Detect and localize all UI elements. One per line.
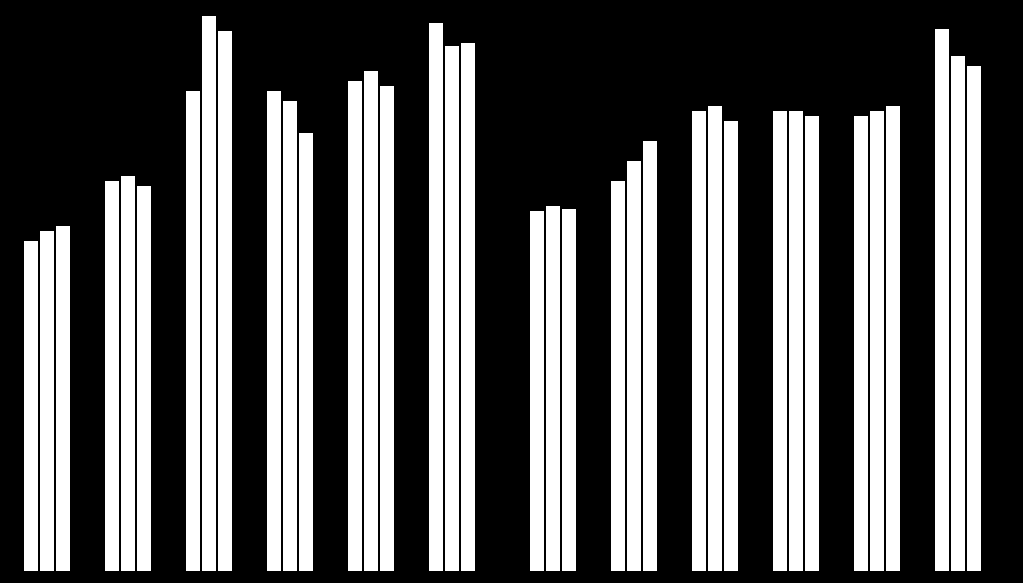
bar bbox=[105, 181, 119, 571]
bar-chart bbox=[0, 0, 1023, 583]
bar bbox=[562, 209, 576, 571]
bar bbox=[886, 106, 900, 571]
bar bbox=[530, 211, 544, 571]
bar bbox=[708, 106, 722, 571]
bar bbox=[627, 161, 641, 571]
bar bbox=[364, 71, 378, 571]
bar bbox=[218, 31, 232, 571]
bar bbox=[967, 66, 981, 571]
bar bbox=[789, 111, 803, 571]
bar bbox=[429, 23, 443, 571]
bar bbox=[186, 91, 200, 571]
bar bbox=[137, 186, 151, 571]
bar bbox=[951, 56, 965, 571]
bar bbox=[546, 206, 560, 571]
bar bbox=[56, 226, 70, 571]
bar bbox=[643, 141, 657, 571]
bar bbox=[121, 176, 135, 571]
bar bbox=[380, 86, 394, 571]
bar bbox=[870, 111, 884, 571]
bar bbox=[461, 43, 475, 571]
bar bbox=[202, 16, 216, 571]
bar bbox=[283, 101, 297, 571]
bar bbox=[805, 116, 819, 571]
bar bbox=[773, 111, 787, 571]
bar bbox=[445, 46, 459, 571]
bar bbox=[299, 133, 313, 571]
bar bbox=[692, 111, 706, 571]
bar bbox=[24, 241, 38, 571]
bar bbox=[267, 91, 281, 571]
bar bbox=[935, 29, 949, 571]
bar bbox=[611, 181, 625, 571]
bar bbox=[854, 116, 868, 571]
bar bbox=[348, 81, 362, 571]
bar bbox=[724, 121, 738, 571]
bar bbox=[40, 231, 54, 571]
